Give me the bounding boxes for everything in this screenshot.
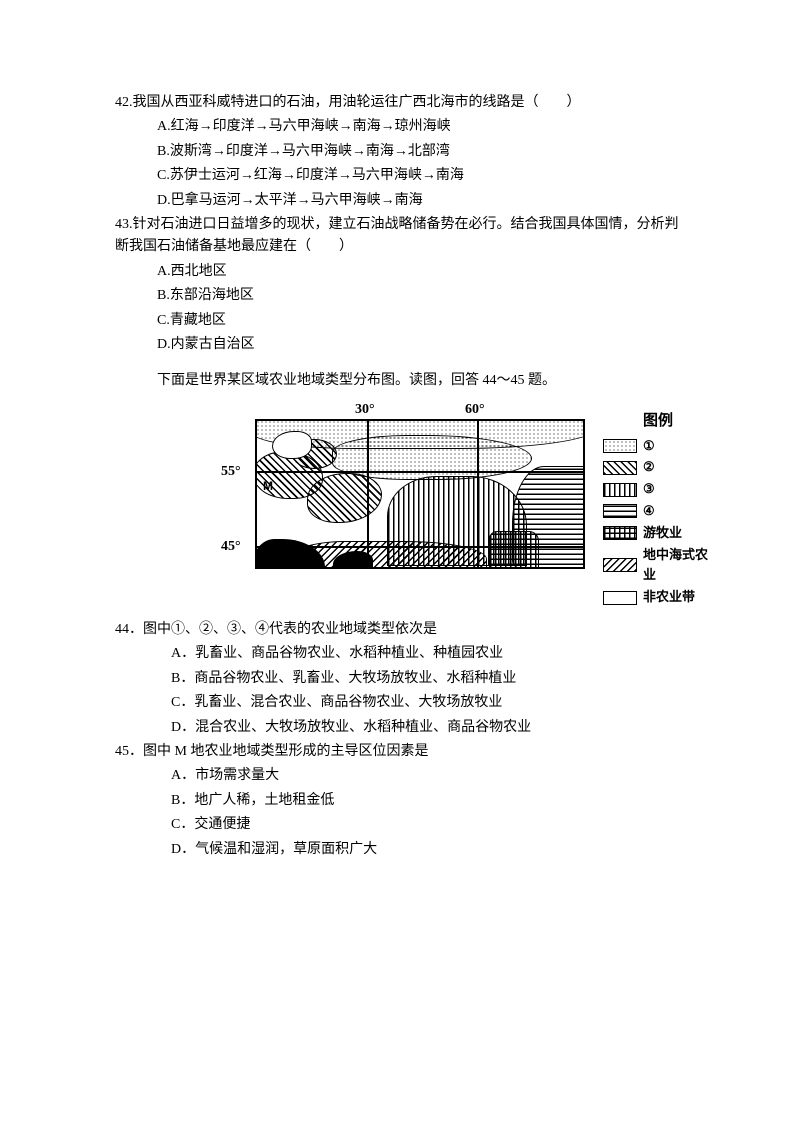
swatch-6 bbox=[603, 558, 637, 572]
swatch-4 bbox=[603, 504, 637, 518]
region-nomad bbox=[489, 531, 539, 569]
legend-label-7: 非农业带 bbox=[643, 587, 695, 608]
q43-text: 43.针对石油进口日益增多的现状，建立石油战略储备势在必行。结合我国具体国情，分… bbox=[115, 214, 684, 259]
legend-label-5: 游牧业 bbox=[643, 523, 682, 544]
q42-opt-b: B.波斯湾→印度洋→马六甲海峡→南海→北部湾 bbox=[115, 141, 684, 163]
legend-label-4: ④ bbox=[643, 501, 655, 522]
region-2-diag-b bbox=[307, 473, 382, 523]
map-box: 30° 60° bbox=[255, 401, 585, 569]
legend-label-2: ② bbox=[643, 457, 655, 478]
q43-opt-d: D.内蒙古自治区 bbox=[115, 334, 684, 356]
legend-label-6: 地中海式农业 bbox=[643, 545, 713, 587]
legend-label-1: ① bbox=[643, 436, 655, 457]
q42-opt-c: C.苏伊士运河→红海→印度洋→马六甲海峡→南海 bbox=[115, 165, 684, 187]
q43-opt-c: C.青藏地区 bbox=[115, 310, 684, 332]
map-frame: M bbox=[255, 419, 585, 569]
q44-opt-a: A．乳畜业、商品谷物农业、水稻种植业、种植园农业 bbox=[115, 643, 684, 665]
q44-text: 44．图中①、②、③、④代表的农业地域类型依次是 bbox=[115, 619, 684, 641]
legend-row-2: ② bbox=[603, 457, 713, 478]
q45-opt-c: C．交通便捷 bbox=[115, 814, 684, 836]
legend-row-3: ③ bbox=[603, 479, 713, 500]
q45-opt-b: B．地广人稀，土地租金低 bbox=[115, 790, 684, 812]
q45-opt-a: A．市场需求量大 bbox=[115, 765, 684, 787]
q44-opt-c: C．乳畜业、混合农业、商品谷物农业、大牧场放牧业 bbox=[115, 692, 684, 714]
region-1-dots-b bbox=[332, 435, 532, 480]
q44-opt-b: B．商品谷物农业、乳畜业、大牧场放牧业、水稻种植业 bbox=[115, 668, 684, 690]
swatch-2 bbox=[603, 461, 637, 475]
legend-row-5: 游牧业 bbox=[603, 523, 713, 544]
legend-row-1: ① bbox=[603, 436, 713, 457]
q43-opt-a: A.西北地区 bbox=[115, 261, 684, 283]
q43-opt-b: B.东部沿海地区 bbox=[115, 285, 684, 307]
legend-title: 图例 bbox=[603, 409, 713, 433]
deg-left-55: 55° bbox=[221, 461, 241, 483]
legend-row-6: 地中海式农业 bbox=[603, 545, 713, 587]
region-nonagri-a bbox=[272, 431, 312, 459]
q45-opt-d: D．气候温和湿润，草原面积广大 bbox=[115, 839, 684, 861]
m-label: M bbox=[263, 477, 273, 496]
q45-text: 45．图中 M 地农业地域类型形成的主导区位因素是 bbox=[115, 741, 684, 763]
q42-text: 42.我国从西亚科威特进口的石油，用油轮运往广西北海市的线路是（ ） bbox=[115, 92, 684, 114]
deg-left-45: 45° bbox=[221, 536, 241, 558]
legend-row-4: ④ bbox=[603, 501, 713, 522]
q42-opt-d: D.巴拿马运河→太平洋→马六甲海峡→南海 bbox=[115, 190, 684, 212]
figure-container: 30° 60° bbox=[255, 401, 715, 609]
swatch-1 bbox=[603, 439, 637, 453]
q42-opt-a: A.红海→印度洋→马六甲海峡→南海→琼州海峡 bbox=[115, 116, 684, 138]
swatch-5 bbox=[603, 526, 637, 540]
legend: 图例 ① ② ③ ④ 游牧业 地中海式农业 非农业带 bbox=[603, 401, 713, 609]
legend-label-3: ③ bbox=[643, 479, 655, 500]
swatch-3 bbox=[603, 483, 637, 497]
q44-opt-d: D．混合农业、大牧场放牧业、水稻种植业、商品谷物农业 bbox=[115, 717, 684, 739]
swatch-7 bbox=[603, 591, 637, 605]
intro-4445: 下面是世界某区域农业地域类型分布图。读图，回答 44～45 题。 bbox=[157, 370, 684, 392]
legend-row-7: 非农业带 bbox=[603, 587, 713, 608]
